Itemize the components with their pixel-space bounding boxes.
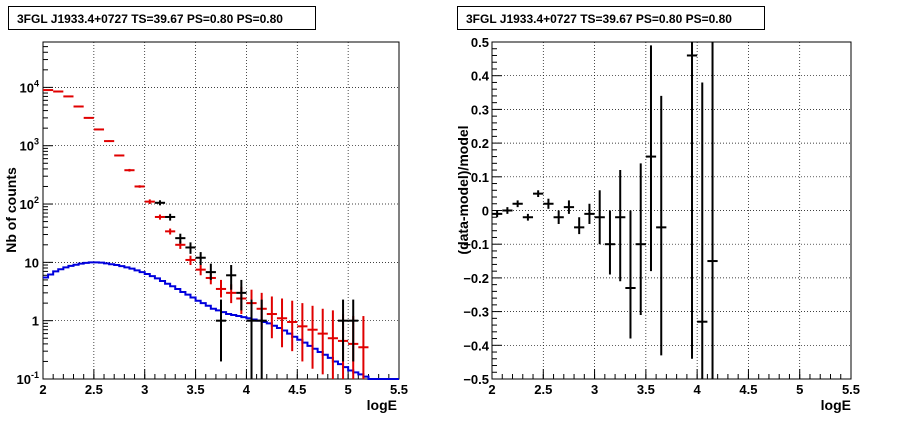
right-xtick-label: 4 bbox=[694, 382, 702, 397]
left-chart: 2 2.5 3 3.5 4 4.5 5 5.5 10-1 1 10 102 103 104 Nb of c… bbox=[3, 41, 408, 413]
left-title: 3FGL J1933.4+0727 TS=39.67 PS=0.80 PS=0.… bbox=[8, 6, 316, 30]
right-chart: 2 2.5 3 3.5 4 4.5 5 5.5 −0.5 −0.4 −0.3 −0.2 −0.1 0 0.1… bbox=[455, 35, 860, 413]
right-axes: 2 2.5 3 3.5 4 4.5 5 5.5 −0.5 −0.4 −0.3 −0.2 −0.1 0 0.1… bbox=[463, 35, 860, 397]
right-xtick-label: 3 bbox=[591, 382, 598, 397]
right-xtick-label: 2 bbox=[488, 382, 495, 397]
right-xtick-label: 3.5 bbox=[637, 382, 655, 397]
left-xtick-label: 5 bbox=[345, 382, 352, 397]
left-xtick-label: 5.5 bbox=[390, 382, 408, 397]
right-frame bbox=[491, 41, 852, 380]
right-ytick-label: −0.2 bbox=[463, 271, 489, 286]
right-ytick-label: 0 bbox=[482, 204, 489, 219]
left-xtick-label: 2.5 bbox=[85, 382, 103, 397]
left-ytick-label: 103 bbox=[20, 137, 39, 154]
left-ytick-label: 10-1 bbox=[17, 370, 39, 387]
left-axes: 2 2.5 3 3.5 4 4.5 5 5.5 10-1 1 10 102 103 104 bbox=[17, 41, 408, 397]
right-xtick-label: 4.5 bbox=[739, 382, 757, 397]
left-xtick-label: 4.5 bbox=[288, 382, 306, 397]
right-marks bbox=[492, 42, 718, 379]
right-title: 3FGL J1933.4+0727 TS=39.67 PS=0.80 PS=0.… bbox=[457, 6, 765, 30]
right-grid bbox=[492, 42, 851, 379]
left-xtick-label: 3.5 bbox=[187, 382, 205, 397]
right-ytick-label: 0.3 bbox=[471, 102, 489, 117]
right-ytick-label: −0.1 bbox=[463, 237, 489, 252]
left-xtick-label: 4 bbox=[243, 382, 251, 397]
left-ylabel: Nb of counts bbox=[3, 167, 19, 253]
right-ytick-label: −0.5 bbox=[463, 372, 489, 387]
right-ylabel: (data-model)/model bbox=[455, 125, 471, 254]
left-ytick-label: 102 bbox=[20, 195, 39, 212]
left-ytick-label: 104 bbox=[20, 78, 39, 95]
left-xlabel: logE bbox=[367, 397, 397, 413]
right-ytick-label: 0.2 bbox=[471, 136, 489, 151]
left-frame bbox=[42, 41, 400, 380]
left-ytick-label: 10 bbox=[25, 255, 39, 270]
right-ytick-label: 0.1 bbox=[471, 170, 489, 185]
right-xtick-label: 5 bbox=[796, 382, 803, 397]
right-ytick-label: 0.5 bbox=[471, 35, 489, 50]
right-xlabel: logE bbox=[821, 397, 851, 413]
left-marks bbox=[43, 89, 399, 380]
left-xtick-label: 2 bbox=[39, 382, 46, 397]
left-ytick-label: 1 bbox=[32, 314, 39, 329]
left-xtick-label: 3 bbox=[141, 382, 148, 397]
right-ytick-label: −0.4 bbox=[463, 338, 489, 353]
right-ytick-label: −0.3 bbox=[463, 305, 489, 320]
right-xtick-label: 5.5 bbox=[842, 382, 860, 397]
right-ytick-label: 0.4 bbox=[471, 69, 490, 84]
right-xtick-label: 2.5 bbox=[534, 382, 552, 397]
